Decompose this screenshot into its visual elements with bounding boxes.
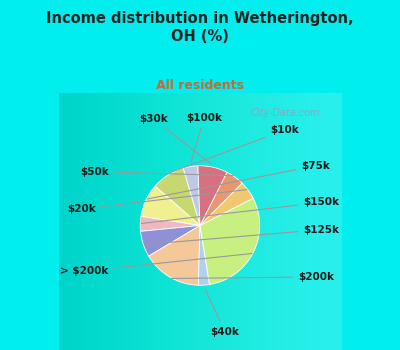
Text: Income distribution in Wetherington,
OH (%): Income distribution in Wetherington, OH … <box>46 10 354 44</box>
Text: $30k: $30k <box>140 114 211 164</box>
Text: $75k: $75k <box>147 161 330 199</box>
Text: All residents: All residents <box>156 79 244 92</box>
Wedge shape <box>140 225 200 256</box>
Wedge shape <box>200 172 242 225</box>
Wedge shape <box>183 166 200 225</box>
Wedge shape <box>200 198 260 285</box>
Text: $10k: $10k <box>170 125 299 173</box>
Text: $20k: $20k <box>68 190 247 214</box>
Text: $125k: $125k <box>144 225 340 244</box>
Text: > $200k: > $200k <box>60 253 252 276</box>
Wedge shape <box>200 183 253 225</box>
Text: $200k: $200k <box>172 272 334 282</box>
Wedge shape <box>141 186 200 225</box>
Wedge shape <box>198 166 227 225</box>
Wedge shape <box>140 216 200 231</box>
Text: $100k: $100k <box>186 113 222 162</box>
Text: $40k: $40k <box>205 289 239 337</box>
Text: $150k: $150k <box>141 197 340 224</box>
Wedge shape <box>198 225 210 285</box>
Wedge shape <box>155 168 200 225</box>
Wedge shape <box>149 225 200 285</box>
Text: City-Data.com: City-Data.com <box>251 108 320 118</box>
Text: $50k: $50k <box>80 167 233 177</box>
